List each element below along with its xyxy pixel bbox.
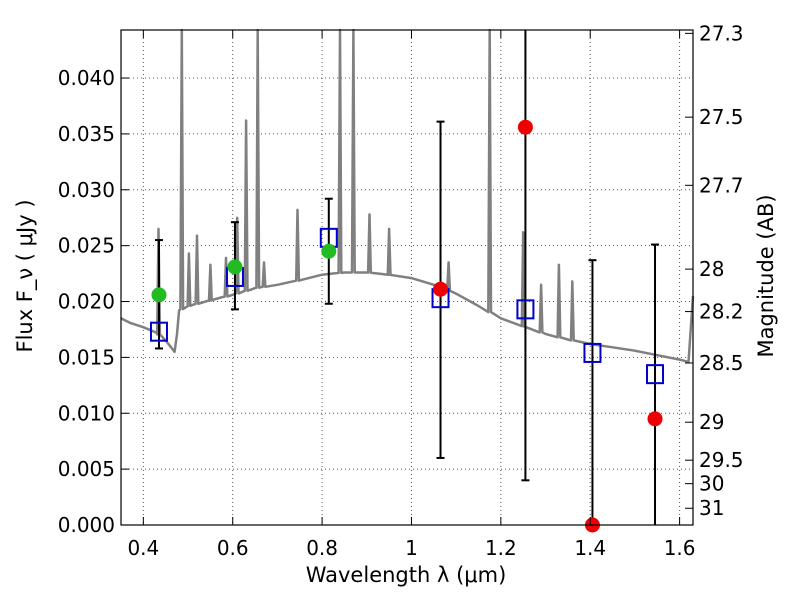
detected-point [321,243,337,259]
errorbar [588,259,597,525]
y-tick-label: 0.015 [58,345,115,369]
y-tick-label: 0.035 [58,122,115,146]
y-axis-title: Flux F_ν ( μJy ) [13,199,38,352]
observed-points [151,119,663,533]
x-tick-label: 0.8 [306,536,338,560]
low-sn-point [647,411,663,427]
model-flux-square [583,342,602,363]
x-tick-label: 1 [405,536,418,560]
mag-tick-label: 29.5 [699,448,744,472]
low-sn-point [433,281,449,297]
plot-frame [120,29,694,526]
x-tick-label: 0.4 [127,536,159,560]
y-tick-label: 0.000 [58,513,115,537]
x-tick-label: 1.2 [485,536,517,560]
mag-tick-label: 29 [699,410,724,434]
y-tick-label: 0.040 [58,66,115,90]
right-axis-title: Magnitude (AB) [754,194,778,357]
model-flux-square [149,321,168,342]
mag-tick-label: 27.5 [699,105,744,129]
mag-tick-label: 27.3 [699,21,744,45]
mag-tick-label: 28.2 [699,300,744,324]
template-spectrum-line [120,28,695,364]
model-flux-square [516,299,535,320]
errorbar [521,30,530,482]
mag-tick-label: 28.5 [699,351,744,375]
model-flux-square [646,364,665,385]
mag-tick-label: 31 [699,496,724,520]
detected-point [227,259,243,275]
detected-point [151,287,167,303]
axis-ticks: 0.4 0.6 0.8 1 1.2 1.4 1.6 0.000 0.005 0.010 0.015 0… [58,21,744,560]
x-tick-label: 0.6 [217,536,249,560]
model-flux-squares [149,227,665,385]
x-tick-label: 1.6 [664,536,696,560]
y-tick-label: 0.005 [58,457,115,481]
y-tick-label: 0.020 [58,290,115,314]
y-tick-label: 0.010 [58,401,115,425]
template-spectrum [120,28,695,364]
x-axis-title: Wavelength λ (μm) [306,563,507,587]
mag-tick-label: 28 [699,257,724,281]
mag-tick-label: 30 [699,472,724,496]
mag-tick-label: 27.7 [699,173,744,197]
low-sn-point [517,119,533,135]
errorbar [651,243,660,525]
y-tick-label: 0.030 [58,178,115,202]
x-tick-label: 1.4 [574,536,606,560]
y-tick-label: 0.025 [58,234,115,258]
